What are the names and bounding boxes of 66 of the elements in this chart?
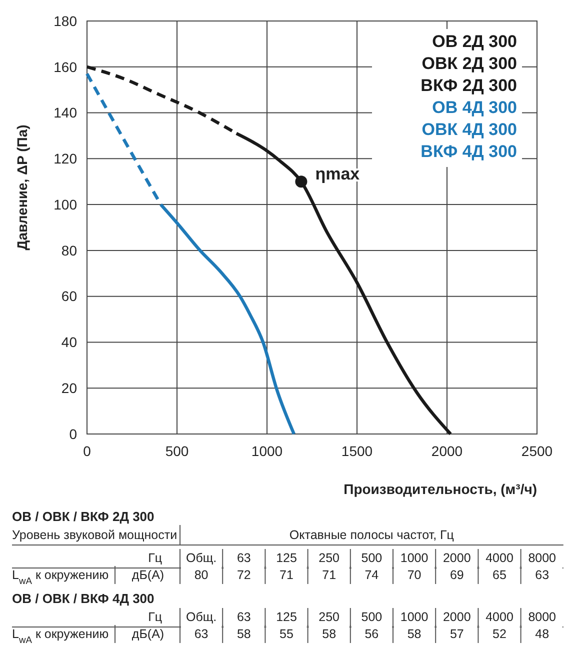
x-tick-label: 2000 bbox=[431, 443, 463, 459]
x-tick-label: 500 bbox=[165, 443, 189, 459]
x-tick-label: 1500 bbox=[341, 443, 373, 459]
x-tick-label: 63 bbox=[236, 551, 251, 565]
text: Гц bbox=[148, 551, 162, 565]
chart-title: ОВ / ОВК / ВКФ 4Д 300 bbox=[12, 591, 154, 606]
x-tick-label: 8000 bbox=[528, 551, 556, 565]
x-tick-label: 2500 bbox=[521, 443, 553, 459]
y-tick-label: 120 bbox=[54, 150, 78, 167]
x-tick-label: 250 bbox=[318, 610, 340, 624]
x-tick-label: 125 bbox=[276, 551, 297, 565]
data-label: 70 bbox=[407, 568, 422, 582]
text: дБ(А) bbox=[132, 568, 164, 582]
x-tick-label: 1000 bbox=[400, 610, 428, 624]
x-tick-label: 250 bbox=[318, 551, 340, 565]
text: Гц bbox=[148, 610, 162, 624]
y-axis-title: Уровень звуковой мощности bbox=[12, 528, 178, 542]
text: дБ(А) bbox=[132, 627, 164, 641]
x-tick-label: 2000 bbox=[442, 551, 471, 565]
x-axis-title: Октавные полосы частот, Гц bbox=[289, 528, 454, 542]
x-tick-label: 125 bbox=[276, 610, 297, 624]
y-tick-label: 180 bbox=[54, 12, 78, 29]
y-tick-label: 160 bbox=[54, 58, 78, 75]
y-tick-label: 140 bbox=[54, 104, 78, 121]
y-tick-label: 40 bbox=[61, 334, 78, 350]
data-label: 80 bbox=[194, 568, 208, 582]
data-label: 69 bbox=[450, 568, 464, 582]
y-tick-label: L$_{wA}$ к окружению bbox=[12, 568, 109, 586]
x-tick-label: 8000 bbox=[528, 610, 556, 624]
y-tick-label: 100 bbox=[54, 196, 78, 212]
data-label: 63 bbox=[535, 568, 550, 582]
data-label: 57 bbox=[450, 627, 464, 641]
x-tick-label: 63 bbox=[236, 610, 251, 624]
x-tick-label: Общ. bbox=[186, 551, 217, 565]
data-label: 58 bbox=[322, 627, 336, 641]
x-tick-label: 1000 bbox=[251, 443, 283, 459]
y-tick-label: 60 bbox=[61, 288, 78, 304]
data-label: 48 bbox=[535, 627, 550, 641]
x-tick-label: 1000 bbox=[400, 551, 428, 565]
x-tick-label: 4000 bbox=[486, 551, 514, 565]
data-label: 65 bbox=[492, 568, 506, 582]
x-tick-label: 500 bbox=[361, 610, 382, 624]
data-label: 56 bbox=[364, 627, 379, 641]
y-tick-label: 0 bbox=[69, 426, 78, 442]
data-label: 74 bbox=[364, 568, 379, 582]
text: ОВ 2Д 300 ОВК 2Д 300 ВКФ 2Д 300 bbox=[420, 32, 517, 95]
x-tick-label: Общ. bbox=[186, 610, 217, 624]
x-tick-label: 500 bbox=[361, 551, 382, 565]
x-axis-title: Производительность, (м³/ч) bbox=[344, 481, 537, 497]
data-label: 58 bbox=[236, 627, 251, 641]
y-tick-label: L$_{wA}$ к окружению bbox=[12, 627, 109, 645]
y-tick-label: 80 bbox=[61, 242, 78, 258]
data-label: 71 bbox=[322, 568, 336, 582]
data-label: 52 bbox=[492, 627, 506, 641]
data-label: 58 bbox=[407, 627, 422, 641]
text: ОВ 4Д 300 ОВК 4Д 300 ВКФ 4Д 300 bbox=[420, 98, 517, 161]
data-label: 72 bbox=[236, 568, 251, 582]
x-tick-label: 4000 bbox=[486, 610, 514, 624]
x-tick-label: 0 bbox=[83, 443, 92, 459]
x-tick-label: 2000 bbox=[442, 610, 471, 624]
data-label: 63 bbox=[194, 627, 208, 641]
chart-title: ОВ / ОВК / ВКФ 2Д 300 bbox=[12, 509, 154, 524]
y-tick-label: 20 bbox=[61, 380, 78, 396]
data-label: 71 bbox=[280, 568, 294, 582]
y-axis-title: Давление, ΔP (Па) bbox=[14, 124, 30, 250]
data-label: 55 bbox=[280, 627, 294, 641]
